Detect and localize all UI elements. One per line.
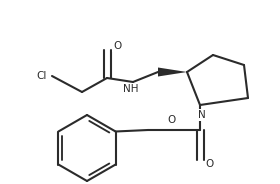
Text: O: O — [168, 115, 176, 125]
Text: N: N — [198, 110, 206, 120]
Text: O: O — [113, 41, 121, 51]
Text: Cl: Cl — [37, 71, 47, 81]
Text: O: O — [206, 159, 214, 169]
Polygon shape — [158, 68, 187, 77]
Text: NH: NH — [123, 84, 139, 94]
